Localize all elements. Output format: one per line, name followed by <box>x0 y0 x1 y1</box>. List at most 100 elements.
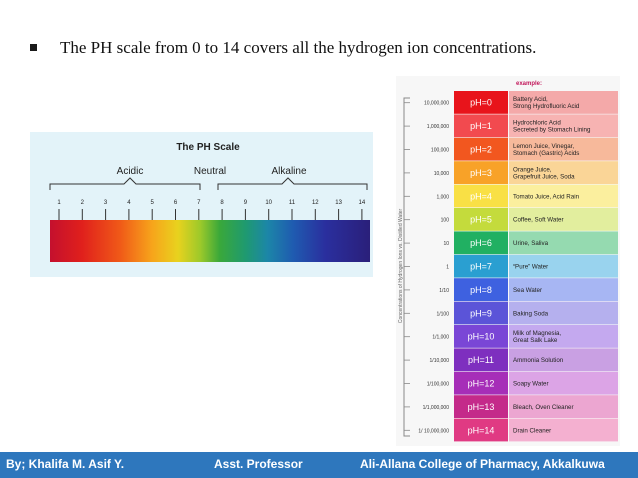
example-text: Sea Water <box>513 287 542 294</box>
ph-row: 1/1,000 pH=10 Milk of Magnesia, Great Salk … <box>404 325 618 348</box>
example-text: “Pure” Water <box>513 264 548 271</box>
alkaline-label: Alkaline <box>271 166 306 177</box>
ph-value: pH=6 <box>470 238 492 248</box>
example-text: Hydrochloric Acid Secreted by Stomach Lin… <box>513 120 591 134</box>
ph-swatch <box>454 114 508 138</box>
footer-role: Asst. Professor <box>214 457 303 471</box>
ph-value: pH=4 <box>470 191 492 201</box>
ph-row: 10,000,000 pH=0 Battery Acid, Strong Hydrof… <box>404 91 618 114</box>
bullet-line: The PH scale from 0 to 14 covers all the… <box>30 38 630 60</box>
ph-value: pH=14 <box>468 425 495 435</box>
ph-gradient-bar <box>50 220 370 262</box>
example-label: example: <box>516 81 542 87</box>
example-swatch <box>509 184 618 208</box>
example-swatch <box>509 278 618 301</box>
concentration-label: 1/1,000 <box>432 335 449 341</box>
ph-number: 1 <box>57 200 61 206</box>
concentration-label: 100 <box>441 218 450 224</box>
ph-value: pH=10 <box>468 332 495 342</box>
ph-value: pH=13 <box>468 402 495 412</box>
example-text: Baking Soda <box>513 310 549 317</box>
example-text: Tomato Juice, Acid Rain <box>513 193 580 200</box>
concentration-label: 100,000 <box>431 148 449 154</box>
ph-row: 100,000 pH=2 Lemon Juice, Vinegar, Stomach … <box>404 137 618 161</box>
example-text: Milk of Magnesia, Great Salk Lake <box>513 330 561 344</box>
concentration-label: 10 <box>443 241 449 247</box>
ph-number: 6 <box>174 200 178 206</box>
concentration-label: 1/100,000 <box>427 382 449 388</box>
ph-swatch <box>454 301 508 325</box>
example-text: Battery Acid, Strong Hydrofluoric Acid <box>513 96 580 110</box>
example-swatch <box>509 137 618 161</box>
example-swatch <box>509 231 618 255</box>
ph-row: 1,000 pH=4 Tomato Juice, Acid Rain <box>404 184 618 208</box>
axis-label: Concentrations of Hydrogen Ions vs. Dist… <box>398 209 404 324</box>
ph-ticks <box>58 209 363 220</box>
ph-swatch <box>454 254 508 278</box>
ph-swatch <box>454 91 508 114</box>
ph-value: pH=12 <box>468 379 495 389</box>
ph-swatch <box>454 348 508 372</box>
example-text: Bleach, Oven Cleaner <box>513 404 574 411</box>
ph-number: 5 <box>151 200 155 206</box>
ph-swatch <box>454 231 508 255</box>
footer-bar: By; Khalifa M. Asif Y. Asst. Professor A… <box>0 452 638 478</box>
example-swatch <box>509 114 618 138</box>
acidic-brace <box>49 177 201 190</box>
example-swatch <box>509 301 618 325</box>
ph-row: 1/100 pH=9 Baking Soda <box>404 301 618 325</box>
ph-number: 9 <box>244 200 248 206</box>
example-text: Orange Juice, Grapefruit Juice, Soda <box>513 166 575 180</box>
ph-row: 100 pH=5 Coffee, Soft Water <box>404 208 618 231</box>
example-text: Coffee, Soft Water <box>513 217 564 224</box>
example-text: Drain Cleaner <box>513 427 551 434</box>
ph-number: 11 <box>289 200 296 206</box>
concentration-label: 1/10,000 <box>430 358 450 364</box>
ph-number: 12 <box>312 200 319 206</box>
footer-author: By; Khalifa M. Asif Y. <box>6 457 125 471</box>
concentration-label: 10,000 <box>434 171 450 177</box>
bullet-text: The PH scale from 0 to 14 covers all the… <box>60 38 537 57</box>
ph-swatch <box>454 184 508 208</box>
example-swatch <box>509 371 618 395</box>
concentration-label: 1,000 <box>436 194 449 200</box>
ph-row: 1/10,000 pH=11 Ammonia Solution <box>404 348 618 372</box>
ph-number: 14 <box>359 200 366 206</box>
concentration-label: 1/100 <box>436 311 449 317</box>
ph-reference-chart: example: Concentrations of Hydrogen Ions… <box>396 76 620 446</box>
axis-bracket <box>403 97 410 437</box>
neutral-label: Neutral <box>194 166 226 177</box>
ph-swatch <box>454 371 508 395</box>
ph-value: pH=2 <box>470 145 492 155</box>
ph-value: pH=9 <box>470 308 492 318</box>
concentration-label: 1,000,000 <box>427 124 449 130</box>
ph-number: 3 <box>104 200 108 206</box>
concentration-label: 10,000,000 <box>424 101 449 107</box>
concentration-label: 1 <box>446 265 449 271</box>
ph-swatch <box>454 208 508 231</box>
ph-value: pH=5 <box>470 215 492 225</box>
bullet-square-icon <box>30 44 37 51</box>
ph-number: 4 <box>127 200 131 206</box>
ph-row: 1/ 10,000,000 pH=14 Drain Cleaner <box>404 418 618 442</box>
ph-value: pH=8 <box>470 285 492 295</box>
ph-number: 2 <box>81 200 85 206</box>
ph-swatch <box>454 418 508 442</box>
ph-number: 13 <box>335 200 342 206</box>
acidic-label: Acidic <box>117 166 144 177</box>
example-swatch <box>509 161 618 184</box>
ph-row: 10,000 pH=3 Orange Juice, Grapefruit Juice,… <box>404 161 618 184</box>
ph-value: pH=0 <box>470 98 492 108</box>
example-swatch <box>509 91 618 114</box>
concentration-label: 1/10 <box>439 288 449 294</box>
ph-swatch <box>454 278 508 301</box>
ph-row: 10 pH=6 Urine, Saliva <box>404 231 618 255</box>
ph-swatch <box>454 395 508 418</box>
example-text: Soapy Water <box>513 381 549 388</box>
example-text: Ammonia Solution <box>513 357 564 364</box>
example-swatch <box>509 418 618 442</box>
example-swatch <box>509 254 618 278</box>
ph-value: pH=11 <box>468 355 494 365</box>
concentration-label: 1/1,000,000 <box>423 405 450 411</box>
